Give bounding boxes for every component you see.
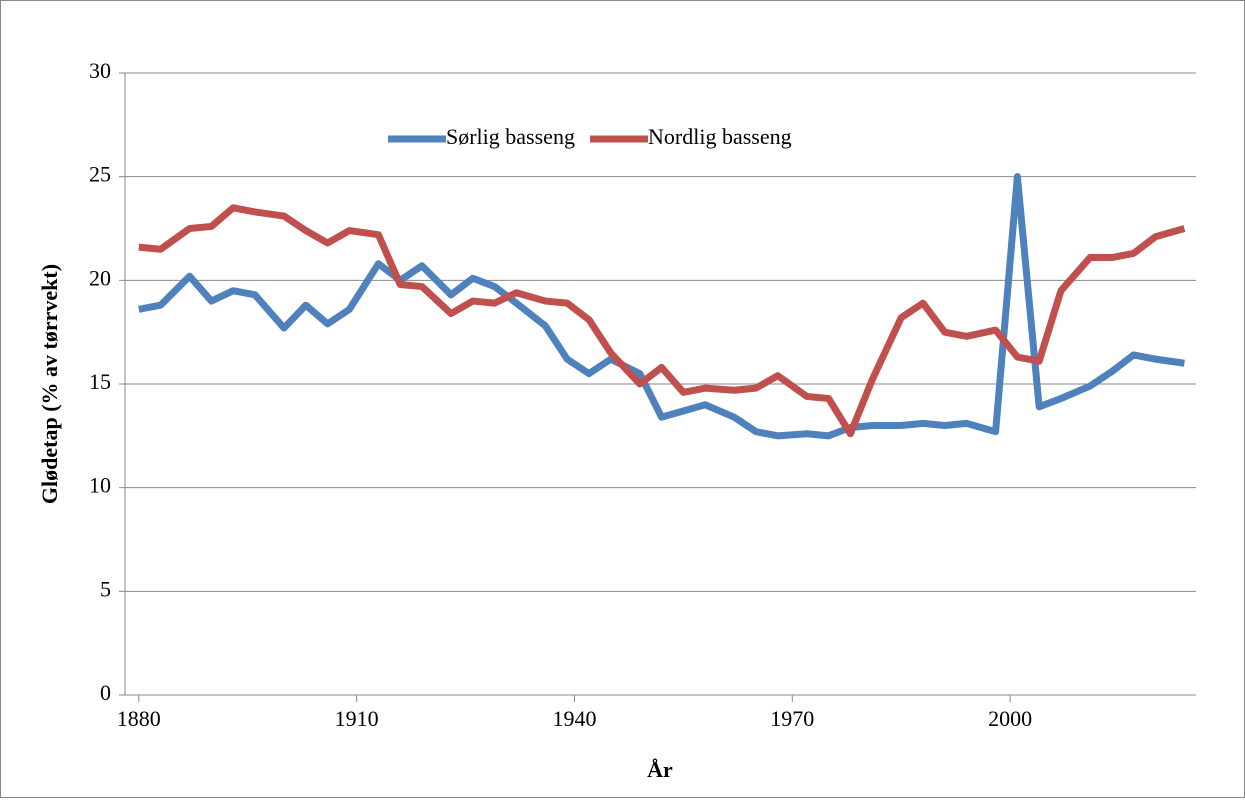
y-tick-label: 30 xyxy=(89,58,111,83)
y-tick-label: 10 xyxy=(89,473,111,498)
x-tick-label: 1910 xyxy=(335,706,379,731)
y-tick-label: 0 xyxy=(100,680,111,705)
y-tick-label: 20 xyxy=(89,265,111,290)
y-axis-label: Glødetap (% av tørrvekt) xyxy=(37,264,62,504)
series-line xyxy=(138,173,1185,440)
legend-label: Nordlig basseng xyxy=(648,124,792,149)
legend-label: Sørlig basseng xyxy=(446,124,575,149)
x-tick-label: 1970 xyxy=(770,706,814,731)
series-line xyxy=(138,204,1186,438)
y-tick-label: 15 xyxy=(89,369,111,394)
y-tick-label: 25 xyxy=(89,162,111,187)
x-tick-label: 2000 xyxy=(988,706,1032,731)
x-tick-label: 1940 xyxy=(552,706,596,731)
y-tick-label: 5 xyxy=(100,576,111,601)
x-axis-label: År xyxy=(647,757,673,782)
x-tick-label: 1880 xyxy=(117,706,161,731)
